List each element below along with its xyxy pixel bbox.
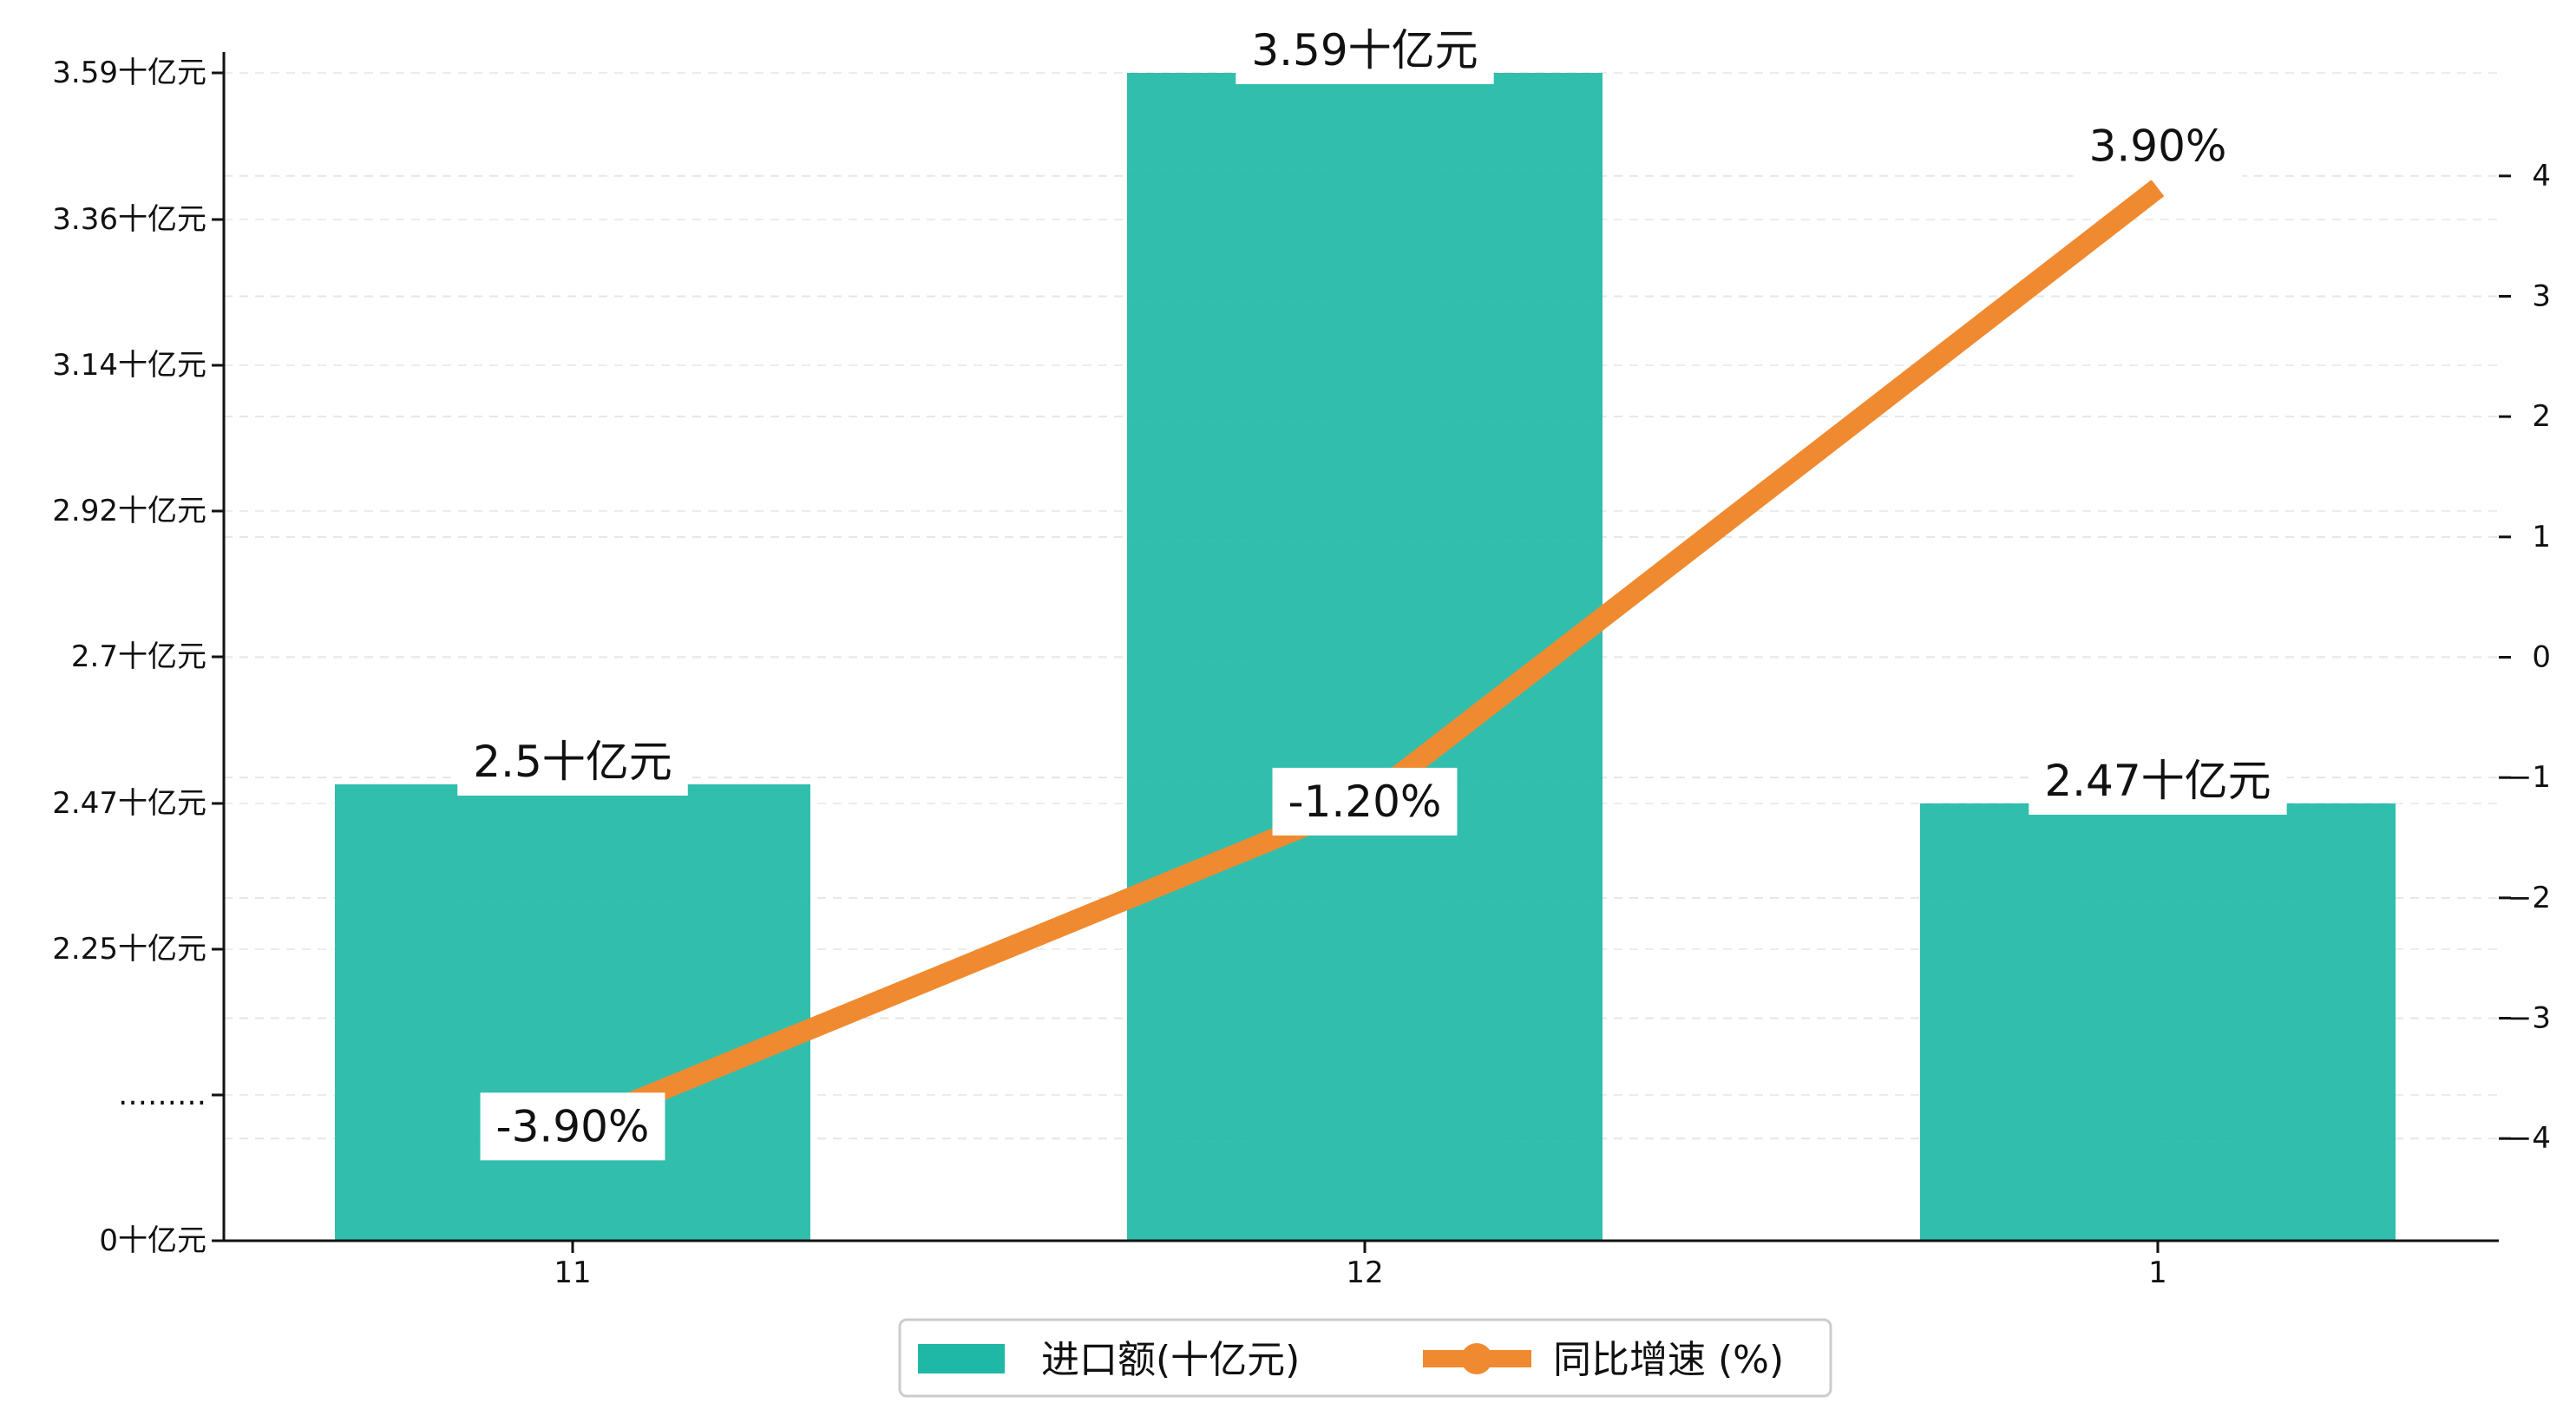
right-tick-label-6: 2 (2532, 399, 2551, 434)
bar-label-11-bg (457, 727, 688, 796)
right-tick-label-3: −1 (2507, 760, 2551, 795)
bar-label-1-group: 2.47十亿元 (2029, 747, 2287, 815)
bar-11 (335, 783, 810, 1241)
line-label-11-bg (480, 1092, 665, 1161)
line-label-12-bg (1272, 767, 1458, 836)
left-tick-label-1: ……… (118, 1078, 206, 1112)
line-label-11: -3.90% (496, 1101, 650, 1151)
legend-bar-label: 进口额(十亿元) (1041, 1338, 1300, 1382)
legend-bar-swatch (918, 1344, 1005, 1373)
left-tick-label-3: 2.47十亿元 (52, 786, 206, 821)
right-tick-label-5: 1 (2532, 520, 2551, 554)
right-tick-label-8: 4 (2532, 159, 2551, 193)
x-tick-label-11: 11 (554, 1255, 591, 1290)
bar-label-11-group: 2.5十亿元 (457, 727, 688, 796)
left-tick-label-6: 3.14十亿元 (52, 348, 206, 383)
legend-box (898, 1318, 1832, 1398)
right-tick-label-4: 0 (2532, 640, 2551, 675)
bar-label-11: 2.5十亿元 (473, 737, 672, 787)
line-label-12-group: -1.20% (1272, 767, 1458, 836)
bar-label-1-bg (2029, 747, 2287, 815)
right-tick-label-2: −2 (2507, 881, 2551, 915)
right-tick-label-7: 3 (2532, 279, 2551, 313)
bar-series (335, 73, 2396, 1241)
bar-label-12: 3.59十亿元 (1251, 25, 1478, 75)
left-tick-label-2: 2.25十亿元 (52, 932, 206, 967)
bar-label-12-group: 3.59十亿元 (1236, 16, 1494, 84)
line-label-12: -1.20% (1288, 777, 1442, 827)
line-label-1: 3.90% (2089, 121, 2227, 172)
x-axis-ticks: 11 12 1 (554, 1241, 2167, 1290)
left-tick-label-8: 3.59十亿元 (52, 56, 206, 90)
right-axis-ticks: −4 −3 −2 −1 0 1 2 3 4 (2499, 159, 2551, 1156)
line-label-1-group: 3.90% (2073, 112, 2243, 180)
bar-data-labels: 2.5十亿元 3.59十亿元 2.47十亿元 (457, 16, 2287, 815)
left-tick-label-5: 2.92十亿元 (52, 494, 206, 528)
left-tick-label-0: 0十亿元 (99, 1223, 206, 1258)
line-label-1-bg (2073, 112, 2243, 180)
bar-label-12-bg (1236, 16, 1494, 84)
line-label-11-group: -3.90% (480, 1092, 665, 1161)
left-tick-label-7: 3.36十亿元 (52, 202, 206, 237)
axes (222, 52, 2499, 1242)
x-tick-label-12: 12 (1346, 1255, 1383, 1290)
legend-line-marker (1461, 1343, 1492, 1374)
bar-12 (1127, 73, 1603, 1241)
legend: 进口额(十亿元) 同比增速 (%) (898, 1318, 1832, 1398)
legend-line-label: 同比增速 (%) (1553, 1338, 1784, 1382)
left-tick-label-4: 2.7十亿元 (71, 639, 206, 674)
bar-1 (1920, 803, 2396, 1241)
left-axis-ticks: 0十亿元 ……… 2.25十亿元 2.47十亿元 2.7十亿元 2.92十亿元 3.14十亿… (52, 56, 224, 1258)
right-tick-label-1: −3 (2507, 1001, 2551, 1036)
bar-label-1: 2.47十亿元 (2044, 756, 2271, 806)
line-data-labels: -3.90% -1.20% 3.90% (480, 112, 2243, 1161)
x-tick-label-1: 1 (2148, 1255, 2167, 1290)
right-tick-label-0: −4 (2507, 1121, 2551, 1156)
